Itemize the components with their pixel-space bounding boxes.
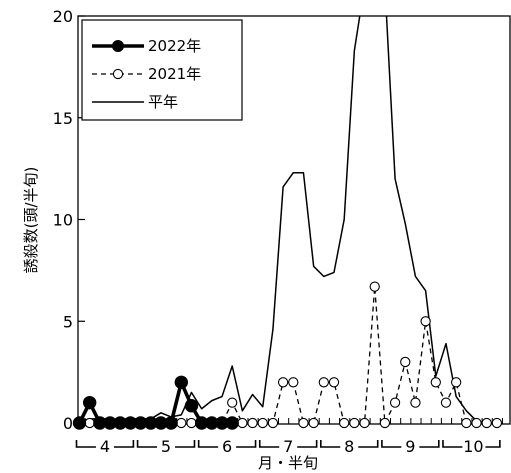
month-bracket-right: [419, 440, 440, 448]
month-bracket-left: [197, 440, 219, 448]
y-tick-label: 15: [53, 109, 73, 128]
legend-label-2: 平年: [148, 93, 178, 111]
month-bracket-right: [358, 440, 379, 448]
data-point-2022: [82, 395, 97, 410]
month-label: 9: [405, 437, 415, 456]
month-label: 10: [463, 437, 483, 456]
data-point-2021: [471, 417, 482, 429]
data-point-2021: [369, 281, 380, 292]
y-axis-title: 誘殺数(頭/半旬): [22, 167, 40, 274]
y-tick-label: 20: [53, 7, 73, 26]
series-line-1: [79, 286, 497, 424]
data-point-2021: [420, 316, 431, 327]
data-point-2022: [72, 416, 87, 430]
month-bracket-right: [297, 440, 318, 448]
data-point-2021: [277, 377, 289, 388]
month-bracket-left: [320, 440, 341, 448]
data-point-2021: [288, 377, 299, 388]
data-point-2021: [461, 417, 472, 429]
data-point-2021: [227, 397, 238, 408]
month-label: 7: [283, 437, 293, 456]
month-bracket-right: [236, 440, 257, 448]
month-bracket-left: [381, 440, 402, 448]
data-point-2021: [410, 397, 421, 408]
data-point-2021: [389, 397, 401, 408]
data-point-2021: [400, 356, 411, 368]
data-point-2021: [186, 417, 197, 429]
data-point-2021: [247, 417, 258, 429]
data-point-2021: [349, 417, 360, 429]
data-point-2021: [491, 417, 503, 429]
month-label: 4: [100, 437, 110, 456]
month-bracket-left: [136, 440, 158, 448]
month-bracket-left: [442, 440, 463, 448]
data-point-2021: [176, 417, 187, 429]
month-label: 6: [222, 437, 232, 456]
month-label: 8: [344, 437, 354, 456]
data-point-2022: [184, 399, 199, 413]
month-bracket-right: [485, 440, 501, 448]
data-point-2022: [174, 375, 189, 389]
legend-label-1: 2021年: [148, 65, 201, 83]
data-point-2021: [308, 417, 319, 429]
legend-marker-0: [112, 40, 124, 52]
legend-label-0: 2022年: [148, 37, 201, 55]
data-point-2021: [430, 377, 441, 388]
month-bracket-right: [113, 440, 135, 448]
data-point-2021: [339, 417, 350, 429]
legend-marker-1: [112, 68, 124, 80]
data-point-2021: [328, 377, 340, 388]
data-point-2021: [379, 417, 391, 429]
y-tick-label: 10: [53, 211, 73, 230]
data-point-2021: [440, 397, 452, 408]
month-bracket-left: [75, 440, 96, 448]
month-brackets: 4 5 6 7 8 9 10: [75, 437, 501, 456]
legend-box: [81, 19, 243, 121]
data-point-2021: [451, 377, 462, 388]
data-point-2021: [481, 417, 492, 429]
y-tick-label: 0: [63, 414, 73, 433]
month-bracket-right: [175, 440, 196, 448]
data-point-2021: [84, 417, 95, 429]
month-bracket-left: [258, 440, 280, 448]
data-point-2022: [225, 416, 239, 430]
data-point-2021: [359, 417, 370, 429]
data-point-2021: [267, 417, 279, 429]
points-layer: [72, 281, 503, 430]
x-axis-title: 月・半旬: [258, 454, 318, 472]
data-point-2021: [298, 417, 309, 429]
y-tick-label: 5: [63, 312, 73, 331]
data-point-2022: [164, 416, 178, 430]
data-point-2021: [257, 417, 268, 429]
data-point-2021: [237, 417, 248, 429]
month-label: 5: [161, 437, 171, 456]
data-point-2021: [318, 377, 329, 388]
